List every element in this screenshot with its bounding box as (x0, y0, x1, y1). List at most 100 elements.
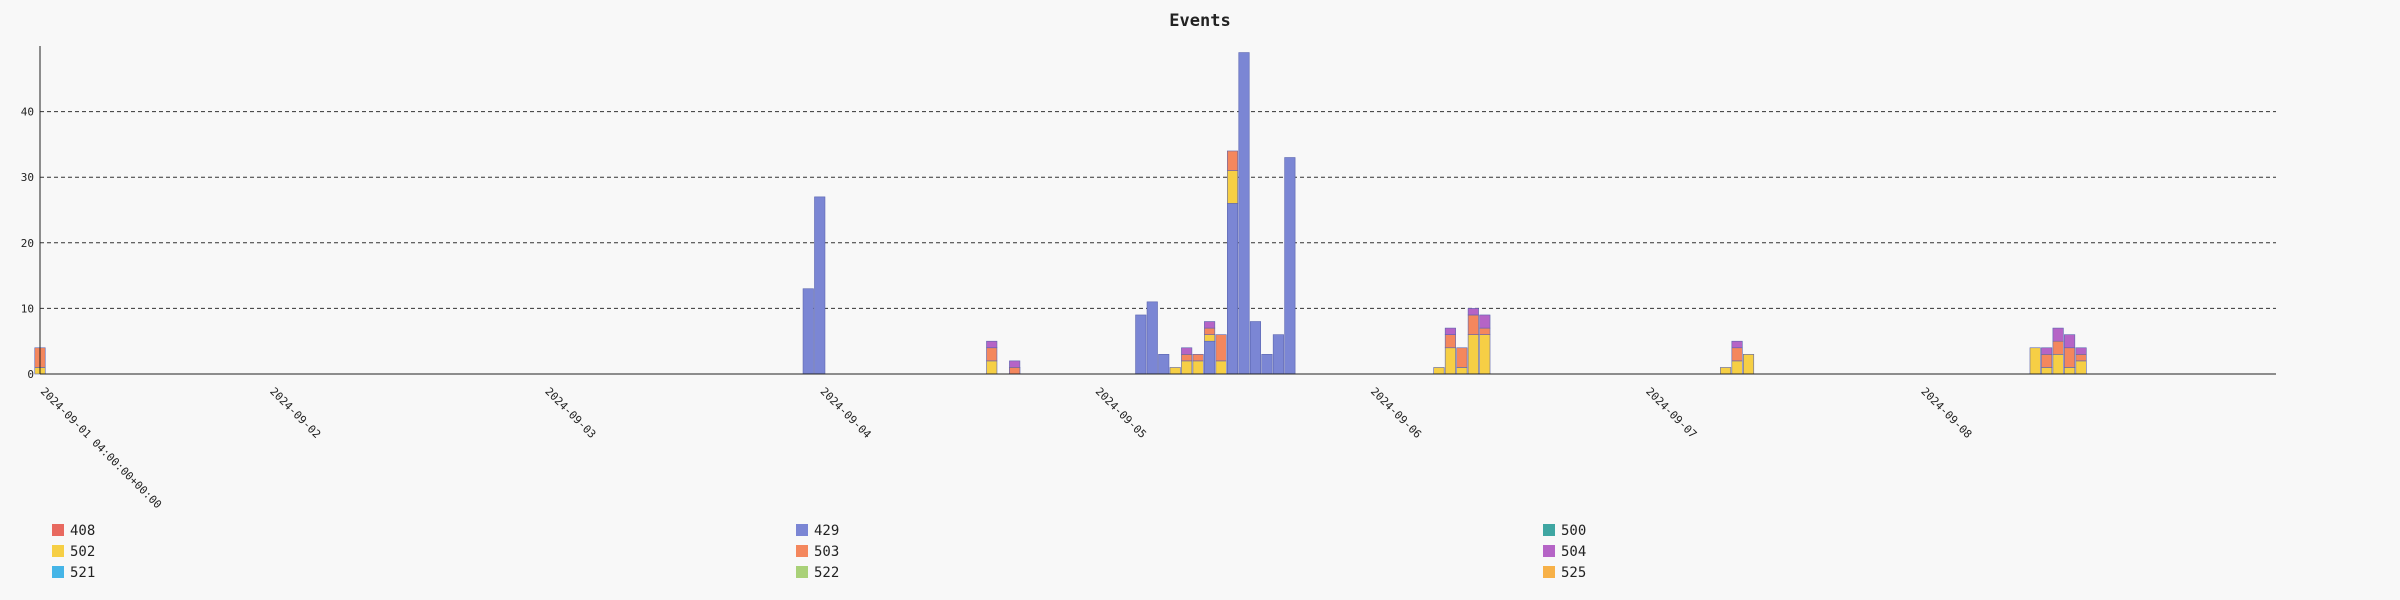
bar-segment-502 (2041, 367, 2053, 375)
legend-swatch (1543, 545, 1555, 557)
x-tick-label: 2024-09-05 (1093, 385, 1149, 441)
bar-segment-502 (1227, 170, 1239, 204)
bar-segment-503 (2064, 347, 2076, 368)
bar-segment-503 (1009, 367, 1021, 375)
legend-item-504: 504 (1543, 544, 1586, 560)
bar-segment-502 (1181, 360, 1193, 375)
bar-segment-502 (1743, 354, 1755, 375)
grid (40, 111, 2276, 309)
bar-segment-429 (1135, 314, 1147, 375)
bar-segment-429 (814, 196, 826, 375)
bar-segment-502 (2052, 354, 2064, 375)
legend-swatch (796, 524, 808, 536)
legend-swatch (1543, 524, 1555, 536)
x-tick-label: 2024-09-07 (1643, 385, 1699, 441)
legend-label: 522 (814, 565, 839, 581)
x-tick-label: 2024-09-08 (1918, 385, 1974, 441)
bar-segment-502 (2075, 360, 2087, 375)
chart-title: Events (1169, 11, 1230, 31)
bar-segment-503 (2041, 354, 2053, 368)
bar-segment-504 (1444, 327, 1456, 335)
bar-segment-504 (1009, 360, 1021, 368)
bar-segment-503 (1467, 314, 1479, 335)
bar-segment-429 (1146, 301, 1158, 375)
bar-segment-504 (2041, 347, 2053, 355)
legend-swatch (1543, 566, 1555, 578)
bar-segment-503 (1444, 334, 1456, 349)
y-tick-label: 10 (21, 302, 34, 315)
bar-segment-502 (1456, 367, 1468, 375)
legend-label: 521 (70, 565, 95, 581)
x-tick-label: 2024-09-01 04:00:00+00:00 (38, 385, 164, 511)
legend-item-429: 429 (796, 523, 839, 539)
bar-segment-429 (1227, 203, 1239, 375)
bar-segment-503 (1479, 327, 1491, 335)
bar-segment-503 (1227, 150, 1239, 171)
bar-segment-503 (1192, 354, 1204, 362)
bar-segment-504 (1204, 321, 1216, 329)
bar-segment-504 (1731, 340, 1743, 349)
legend-item-521: 521 (52, 565, 95, 581)
bar-segment-504 (1467, 308, 1479, 316)
y-tick-label: 40 (21, 106, 34, 119)
bar-segment-429 (1204, 340, 1216, 375)
legend-item-408: 408 (52, 523, 95, 539)
x-tick-label: 2024-09-02 (267, 385, 323, 441)
legend: 408 429 500 502 503 504 521 522 525 (52, 523, 1586, 581)
legend-swatch (52, 566, 64, 578)
bar-segment-502 (1479, 334, 1491, 375)
bar-segment-429 (1272, 334, 1284, 375)
legend-label: 429 (814, 523, 839, 539)
bar-segment-504 (2052, 327, 2064, 342)
bar-segment-429 (1238, 52, 1250, 375)
legend-item-525: 525 (1543, 565, 1586, 581)
y-tick-label: 0 (27, 368, 34, 381)
bar-segment-502 (986, 360, 998, 375)
bar-segment-504 (1479, 314, 1491, 329)
bar-segment-503 (2052, 340, 2064, 355)
bar-segment-502 (1192, 360, 1204, 375)
x-tick-label: 2024-09-06 (1368, 385, 1424, 441)
bar-segment-429 (1158, 354, 1170, 375)
bar-segment-502 (1731, 360, 1743, 375)
bar-segment-503 (1204, 327, 1216, 335)
legend-swatch (52, 545, 64, 557)
bar-segment-502 (2029, 347, 2041, 375)
bar-segment-502 (1215, 360, 1227, 375)
bar-segment-429 (1284, 157, 1296, 375)
bar-segment-504 (2064, 334, 2076, 349)
bar-segment-503 (986, 347, 998, 362)
legend-label: 408 (70, 523, 95, 539)
y-tick-label: 30 (21, 171, 34, 184)
bar-segment-429 (802, 288, 814, 375)
bar-segment-502 (1433, 367, 1445, 375)
bar-segment-502 (1720, 367, 1732, 375)
legend-swatch (52, 524, 64, 536)
bar-segment-502 (2064, 367, 2076, 375)
legend-swatch (796, 566, 808, 578)
y-tick-label: 20 (21, 237, 34, 250)
bar-segment-503 (1215, 334, 1227, 362)
bar-segment-429 (1249, 321, 1261, 375)
legend-label: 525 (1561, 565, 1586, 581)
legend-label: 500 (1561, 523, 1586, 539)
bar-segment-504 (1181, 347, 1193, 355)
legend-item-522: 522 (796, 565, 839, 581)
legend-label: 503 (814, 544, 839, 560)
x-tick-label: 2024-09-04 (818, 385, 874, 441)
bar-segment-503 (2075, 354, 2087, 362)
legend-label: 504 (1561, 544, 1586, 560)
bar-segment-502 (1444, 347, 1456, 375)
bar-segment-503 (1731, 347, 1743, 362)
bar-segment-502 (1169, 367, 1181, 375)
bar-segment-504 (986, 340, 998, 349)
bar-segment-504 (2075, 347, 2087, 355)
legend-swatch (796, 545, 808, 557)
legend-item-500: 500 (1543, 523, 1586, 539)
x-tick-label: 2024-09-03 (542, 385, 598, 441)
bar-segment-502 (1467, 334, 1479, 375)
legend-label: 502 (70, 544, 95, 560)
bars (34, 52, 2087, 375)
